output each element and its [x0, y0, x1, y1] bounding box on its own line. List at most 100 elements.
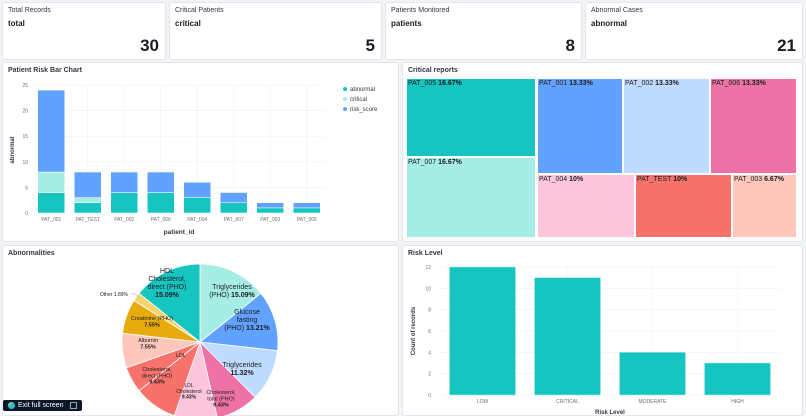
kpi-subtitle: patients: [391, 19, 422, 28]
bar-moderate: [619, 352, 686, 396]
cell-label: PAT_TEST: [637, 176, 674, 183]
kpi-value: 8: [565, 36, 575, 55]
pie-label: Cholesterol, direct (PHO) 9.43%: [142, 367, 173, 386]
pie-label: Albumin 7.55%: [138, 338, 158, 350]
kpi-abnormal-cases: Abnormal Cases abnormal 21: [585, 2, 803, 60]
x-tick-label: LOW: [477, 399, 489, 405]
bar-risk_score: [110, 171, 138, 193]
kpi-title: Critical Patients: [175, 7, 224, 14]
pie-percent: 7.55%: [140, 344, 156, 350]
x-tick-label: PAT_004: [187, 217, 207, 223]
pie-percent: 9.43%: [213, 403, 229, 409]
treemap-cell[interactable]: PAT_005 16.67%: [406, 78, 536, 157]
kpi-value: 5: [365, 36, 375, 55]
cell-label: PAT_007: [408, 159, 439, 166]
treemap-cell[interactable]: PAT_006 13.33%: [710, 78, 797, 174]
y-axis-title: abnormal: [10, 136, 16, 163]
y-tick-label: 10: [425, 286, 431, 292]
legend-item: risk_score: [350, 107, 378, 113]
pie-label-line: fasting: [237, 317, 258, 324]
bar-risk_score: [220, 192, 248, 204]
bar-abnormal: [147, 192, 175, 214]
kpi-title: Patients Monitored: [391, 7, 450, 14]
legend-marker: [343, 107, 347, 111]
cell-percent: 16.67%: [438, 159, 462, 166]
bar-abnormal: [37, 192, 65, 214]
legend-item: critical: [350, 97, 367, 103]
pie-label: LDL: [176, 353, 186, 359]
pie-label-line: total (PHO): [207, 396, 235, 402]
treemap-cell[interactable]: PAT_001 13.33%: [537, 78, 623, 174]
x-tick-label: HIGH: [731, 399, 744, 405]
cell-percent: 16.67%: [438, 80, 462, 87]
cell-label: PAT_004: [539, 176, 570, 183]
x-tick-label: PAT_003: [260, 217, 280, 223]
x-tick-label: PAT_001: [41, 217, 61, 223]
pie-percent: 1.89%: [112, 292, 128, 298]
cell-percent: 10%: [673, 176, 688, 183]
pie-label: Creatinine (PHO) 7.55%: [131, 316, 173, 328]
treemap-cell[interactable]: PAT_TEST 10%: [635, 174, 732, 238]
pie-label-line: Triglycerides: [222, 362, 262, 369]
x-tick-label: PAT_TEST: [75, 217, 100, 223]
logo-icon: [8, 402, 15, 409]
pie-label: Other 1.89%: [100, 292, 129, 298]
pie-label-line: direct (PHO): [142, 373, 173, 379]
bar-risk_score: [74, 171, 102, 198]
y-axis-title: Count of records: [411, 306, 417, 355]
kpi-value: 30: [140, 36, 159, 55]
pie-label: Triglycerides (PHO) 15.09%: [209, 284, 255, 299]
pie-label: Glucose fasting (PHO) 13.21%: [224, 309, 270, 332]
treemap-cell[interactable]: PAT_002 13.33%: [623, 78, 710, 174]
y-tick-label: 15: [22, 134, 28, 140]
bar-risk_score: [256, 202, 284, 209]
legend-item: abnormal: [350, 87, 375, 93]
pie-label-line: Creatinine (PHO): [131, 316, 173, 322]
y-tick-label: 12: [425, 265, 431, 271]
kpi-total-records: Total Records total 30: [2, 2, 166, 60]
y-tick-label: 4: [428, 350, 431, 356]
legend-marker: [343, 97, 347, 101]
kpi-value: 21: [777, 36, 796, 55]
cell-label: PAT_006: [712, 80, 743, 87]
pie-label-line: Triglycerides: [212, 284, 252, 291]
bar-critical: [534, 277, 601, 396]
kpi-subtitle: abnormal: [591, 19, 628, 28]
treemap-cell[interactable]: PAT_007 16.67%: [406, 157, 536, 238]
treemap-cell[interactable]: PAT_004 10%: [537, 174, 635, 238]
bar-abnormal: [110, 192, 138, 214]
kpi-subtitle: critical: [175, 19, 201, 28]
exit-full-screen-button[interactable]: Exit full screen: [3, 400, 82, 411]
cell-label: PAT_003: [734, 176, 765, 183]
panel-title: Abnormalities: [8, 250, 55, 257]
pie-label: Cholesterol, total (PHO) 9.43%: [206, 390, 236, 409]
pie-percent: 9.43%: [149, 380, 165, 386]
x-axis-title: Risk Level: [595, 410, 625, 416]
cell-label: PAT_001: [539, 80, 570, 87]
pie-label-line: Albumin: [138, 338, 158, 344]
pie-slice: [199, 340, 256, 416]
pie-label-line: LDL: [176, 353, 186, 359]
y-tick-label: 10: [22, 160, 28, 166]
shortcut-icon: [69, 402, 77, 409]
x-tick-label: CRITICAL: [556, 399, 579, 405]
panel-title: Critical reports: [408, 67, 458, 74]
bar-critical: [74, 197, 102, 204]
kpi-patients-monitored: Patients Monitored patients 8: [385, 2, 582, 60]
kpi-subtitle: total: [8, 19, 25, 28]
pie-slice: [138, 263, 201, 343]
pie-percent: 11.32%: [230, 370, 254, 377]
pie-label-line: (PHO): [224, 325, 244, 332]
x-axis-title: patient_id: [164, 229, 195, 236]
leader-line: [130, 293, 139, 298]
pie-label-line: LDL: [184, 383, 193, 389]
cell-percent: 6.67%: [764, 176, 784, 183]
cell-label: PAT_005: [408, 80, 439, 87]
pie-slice: [198, 292, 279, 352]
pie-label-line: Cholesterol,: [206, 390, 236, 396]
pie-label-line: (PHO): [209, 292, 229, 299]
cell-percent: 10%: [569, 176, 584, 183]
pie-label-line: Glucose: [234, 309, 260, 316]
treemap-cell[interactable]: PAT_003 6.67%: [732, 174, 797, 238]
